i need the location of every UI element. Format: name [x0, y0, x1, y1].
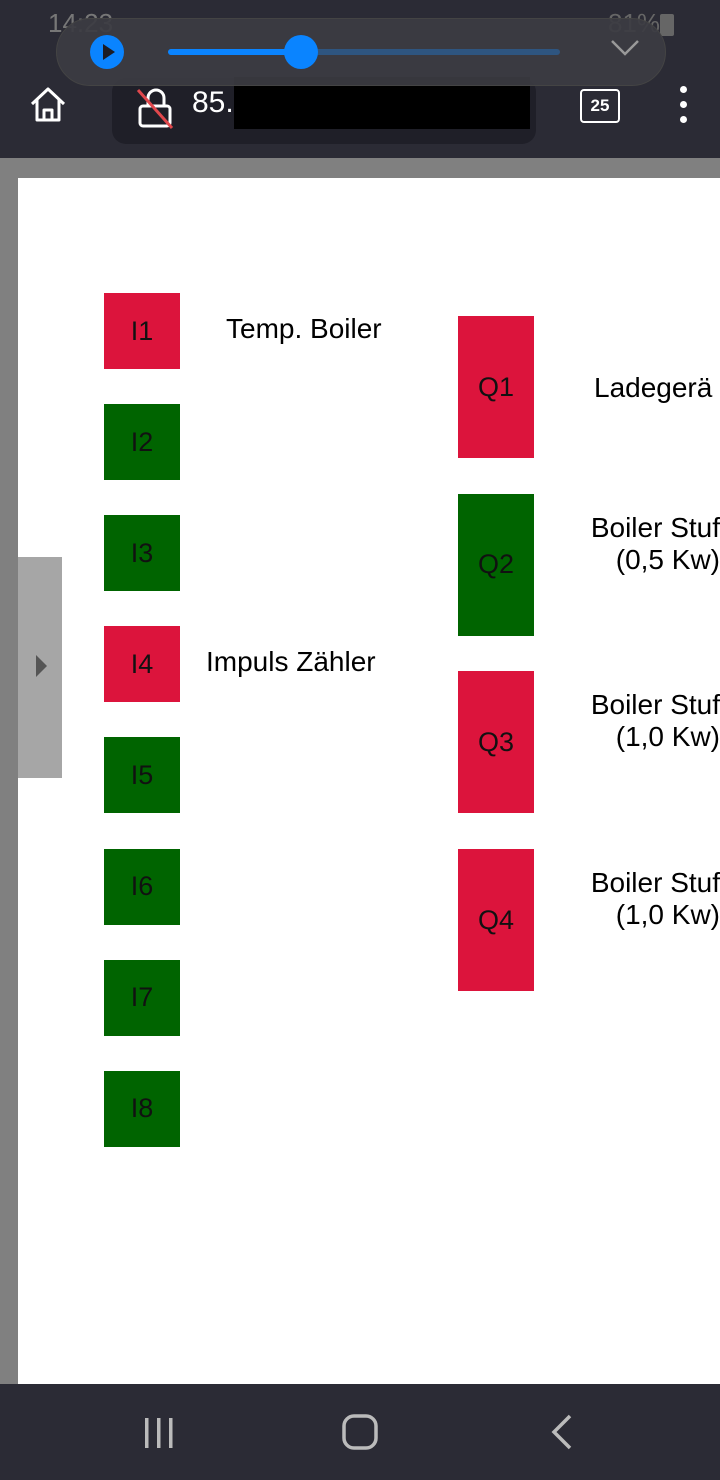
insecure-lock-icon[interactable] [136, 86, 176, 130]
drawer-toggle[interactable] [18, 557, 62, 778]
output-q2-label-line1: Boiler Stuf [590, 511, 720, 543]
input-i8-indicator[interactable]: I8 [104, 1070, 180, 1147]
output-q3-label-line1: Boiler Stuf [590, 689, 720, 721]
output-q3-label-line2: (1,0 Kw) [615, 721, 720, 753]
output-q2-label-line2: (0,5 Kw) [615, 543, 720, 575]
input-i6-indicator[interactable]: I6 [104, 848, 180, 925]
input-i2-indicator[interactable]: I2 [104, 404, 180, 481]
input-i1-label: Temp. Boiler [226, 313, 382, 344]
input-i4-label: Impuls Zähler [206, 646, 376, 678]
input-i3-indicator[interactable]: I3 [104, 515, 180, 592]
input-i1-indicator[interactable]: I1 [104, 293, 180, 369]
io-panel: I1 Temp. Boiler I2 I3 I4 Impuls Zähler I5 I6 I7 I… [104, 293, 720, 1147]
url-text[interactable]: 85. [192, 86, 234, 119]
input-i4-indicator[interactable]: I4 [104, 626, 180, 703]
play-icon[interactable] [90, 35, 124, 69]
chevron-down-icon[interactable] [610, 34, 640, 65]
output-q1-label: Ladegerä [594, 372, 713, 403]
system-nav-bar [0, 1384, 720, 1480]
input-i5-indicator[interactable]: I5 [104, 737, 180, 814]
output-q4-label-line1: Boiler Stuf [590, 867, 720, 899]
battery-icon [660, 14, 674, 36]
recent-apps-icon[interactable] [142, 1416, 176, 1455]
output-q4-indicator[interactable]: Q4 [458, 849, 534, 992]
output-q4-label-line2: (1,0 Kw) [615, 899, 720, 931]
output-q2-indicator[interactable]: Q2 [458, 493, 534, 636]
home-nav-icon[interactable] [342, 1414, 378, 1455]
seek-bar[interactable] [168, 49, 560, 55]
more-menu-icon[interactable] [680, 86, 688, 131]
seek-bar-progress [168, 49, 302, 55]
output-q1-indicator[interactable]: Q1 [458, 316, 534, 458]
web-content [0, 158, 720, 1384]
tab-count-button[interactable]: 25 [580, 89, 620, 123]
seek-thumb[interactable] [284, 35, 319, 69]
input-i7-indicator[interactable]: I7 [104, 959, 180, 1036]
back-icon[interactable] [550, 1414, 574, 1455]
output-q3-indicator[interactable]: Q3 [458, 671, 534, 814]
home-icon[interactable] [28, 84, 68, 124]
